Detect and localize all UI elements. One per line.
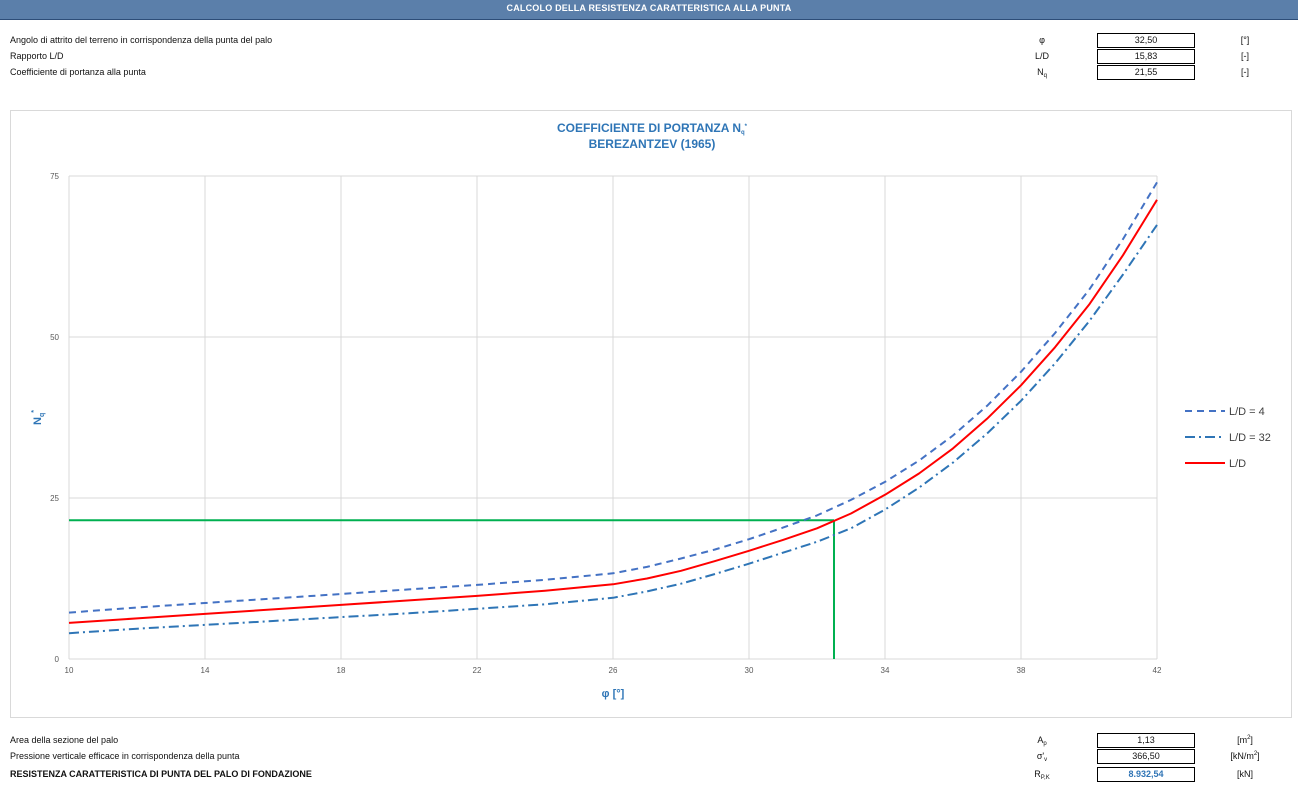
parameter-value: 366,50 [1097, 749, 1195, 764]
parameter-symbol: φ [1039, 35, 1045, 45]
x-tick-label: 10 [65, 666, 74, 675]
parameter-unit: [m2] [1237, 735, 1253, 745]
y-tick-label: 25 [50, 494, 59, 503]
x-tick-label: 26 [609, 666, 618, 675]
parameter-unit: [°] [1240, 35, 1250, 45]
parameter-label: Angolo di attrito del terreno in corrisp… [10, 35, 273, 45]
header-bar: CALCOLO DELLA RESISTENZA CARATTERISTICA … [0, 0, 1298, 20]
x-tick-label: 18 [337, 666, 346, 675]
parameter-unit: [-] [1241, 51, 1249, 61]
parameter-symbol: L/D [1034, 51, 1049, 61]
chart-frame: COEFFICIENTE DI PORTANZA Nq* BEREZANTZEV… [10, 110, 1292, 718]
parameter-value: 32,50 [1097, 33, 1195, 48]
chart-title-line1: COEFFICIENTE DI PORTANZA Nq* [556, 121, 747, 136]
parameter-symbol: Ap [1037, 735, 1047, 747]
chart-title-line2: BEREZANTZEV (1965) [588, 137, 716, 151]
parameter-row: Pressione verticale efficace in corrispo… [0, 749, 1298, 765]
parameter-value: 8.932,54 [1097, 767, 1195, 782]
y-tick-label: 50 [50, 333, 59, 342]
parameter-row: Area della sezione del palo Ap 1,13 [m2] [0, 733, 1298, 749]
parameter-value: 15,83 [1097, 49, 1195, 64]
parameter-symbol: RP,K [1034, 769, 1050, 781]
x-tick-label: 30 [745, 666, 754, 675]
legend-label: L/D = 32 [1229, 432, 1271, 444]
parameter-row: Rapporto L/D L/D 15,83 [-] [0, 49, 1298, 65]
parameter-unit: [-] [1241, 67, 1249, 77]
series-line [68, 181, 1158, 614]
parameter-symbol: σ'v [1036, 751, 1048, 763]
parameter-unit: [kN/m2] [1230, 751, 1260, 761]
y-tick-label: 0 [55, 655, 60, 664]
x-tick-label: 34 [881, 666, 890, 675]
parameter-row: Angolo di attrito del terreno in corrisp… [0, 33, 1298, 49]
series-line [68, 199, 1158, 624]
page-title: CALCOLO DELLA RESISTENZA CARATTERISTICA … [506, 3, 792, 13]
parameter-label: Pressione verticale efficace in corrispo… [10, 751, 240, 761]
parameter-value: 21,55 [1097, 65, 1195, 80]
y-tick-label: 75 [50, 172, 59, 181]
chart-plot: 10 14 18 22 26 30 34 38 42 0 25 50 75 φ [°] Nq* L/D = 4… [31, 172, 1271, 700]
legend-label: L/D = 4 [1229, 406, 1265, 418]
parameter-value: 1,13 [1097, 733, 1195, 748]
x-axis-label: φ [°] [602, 688, 625, 700]
legend-label: L/D [1229, 458, 1246, 470]
parameter-label: Coefficiente di portanza alla punta [10, 67, 146, 77]
parameter-label: RESISTENZA CARATTERISTICA DI PUNTA DEL P… [10, 769, 312, 779]
x-tick-label: 38 [1017, 666, 1026, 675]
parameter-row: Coefficiente di portanza alla punta Nq 21,… [0, 65, 1298, 81]
x-tick-label: 42 [1153, 666, 1162, 675]
parameter-row: RESISTENZA CARATTERISTICA DI PUNTA DEL P… [0, 767, 1298, 783]
parameter-label: Rapporto L/D [10, 51, 64, 61]
x-tick-label: 14 [201, 666, 210, 675]
parameter-unit: [kN] [1236, 769, 1253, 779]
parameter-symbol: Nq [1037, 67, 1047, 79]
series-line [68, 224, 1158, 635]
x-tick-label: 22 [473, 666, 482, 675]
parameter-label: Area della sezione del palo [10, 735, 119, 745]
y-axis-label: Nq* [31, 410, 46, 425]
